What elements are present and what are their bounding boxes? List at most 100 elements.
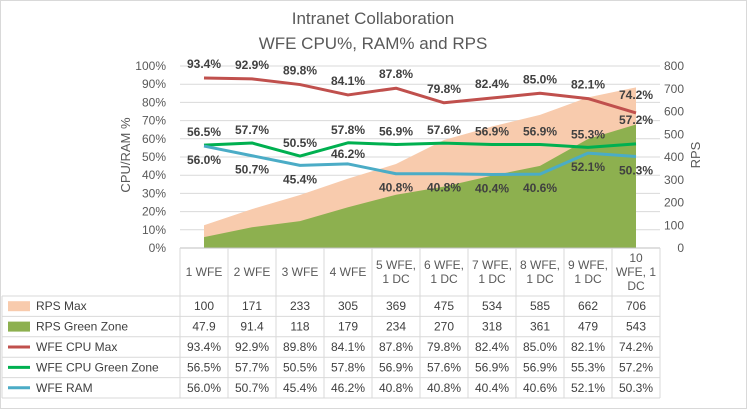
y-tick-left: 60% [142, 132, 166, 146]
data-label: 55.3% [571, 127, 605, 141]
table-cell: 40.4% [475, 381, 509, 395]
y-tick-left: 0% [149, 241, 167, 255]
table-cell: 118 [290, 320, 309, 334]
table-cell: 93.4% [187, 340, 221, 354]
table-cell: 91.4 [240, 320, 264, 334]
table-cell: 57.8% [331, 360, 365, 374]
data-label: 87.8% [379, 67, 413, 81]
data-label: 40.4% [475, 181, 509, 195]
data-label: 57.7% [235, 123, 269, 137]
table-cell: 82.4% [475, 340, 509, 354]
chart-title: Intranet Collaboration [292, 9, 455, 28]
data-label: 40.8% [379, 181, 413, 195]
data-label: 56.9% [475, 124, 509, 138]
data-label: 57.6% [427, 123, 461, 137]
data-label: 74.2% [619, 88, 653, 102]
y-tick-left: 30% [142, 186, 166, 200]
table-cell: 233 [290, 299, 310, 313]
category-label: DC [627, 279, 645, 293]
data-label: 56.0% [187, 153, 221, 167]
table-cell: 47.9 [192, 320, 216, 334]
data-labels: 93.4% 92.9% 89.8% 84.1% 87.8% 79.8% 82.4% 85.0%… [187, 57, 653, 195]
table-cell: 179 [338, 320, 358, 334]
y-axis-left-title: CPU/RAM % [118, 117, 133, 193]
table-cell: 87.8% [379, 340, 413, 354]
data-label: 56.5% [187, 125, 221, 139]
data-label: 82.1% [571, 78, 605, 92]
y-tick-left: 90% [142, 77, 166, 91]
line-series [203, 76, 637, 176]
data-label: 82.4% [475, 77, 509, 91]
category-label: 10 [629, 251, 643, 265]
table-cell: 305 [338, 299, 358, 313]
table-cell: 479 [578, 320, 598, 334]
category-label: 1 DC [526, 272, 554, 286]
table-cell: 56.0% [187, 381, 221, 395]
legend-label: WFE CPU Green Zone [36, 360, 159, 374]
data-label: 40.6% [523, 181, 557, 195]
y-tick-right: 600 [664, 105, 684, 119]
y-tick-right: 700 [664, 82, 684, 96]
y-tick-left: 70% [142, 114, 166, 128]
chart-subtitle: WFE CPU%, RAM% and RPS [259, 34, 488, 53]
category-label: 1 DC [382, 272, 410, 286]
y-tick-right: 500 [664, 127, 684, 141]
table-cell: 706 [626, 299, 646, 313]
y-tick-right: 100 [664, 218, 684, 232]
table-cell: 543 [626, 320, 646, 334]
table-cell: 171 [242, 299, 262, 313]
data-label: 45.4% [283, 172, 317, 186]
category-label: WFE, 1 [616, 265, 656, 279]
table-cell: 57.2% [619, 360, 653, 374]
table-cell: 82.1% [571, 340, 605, 354]
table-cell: 57.6% [427, 360, 461, 374]
table-cell: 50.3% [619, 381, 653, 395]
table-cell: 57.7% [235, 360, 269, 374]
table-cell: 270 [434, 320, 454, 334]
legend-label: WFE RAM [36, 381, 93, 395]
table-cell: 475 [434, 299, 454, 313]
table-cell: 84.1% [331, 340, 365, 354]
table-cell: 56.9% [523, 360, 557, 374]
data-label: 92.9% [235, 58, 269, 72]
legend-key-rps-green-zone [8, 321, 30, 332]
category-label: 8 WFE, [520, 258, 560, 272]
table-cell: 56.9% [379, 360, 413, 374]
data-label: 85.0% [523, 72, 557, 86]
y-tick-right: 0 [677, 241, 684, 255]
table-cell: 361 [530, 320, 550, 334]
table-cell: 55.3% [571, 360, 605, 374]
data-label: 93.4% [187, 57, 221, 71]
table-cell: 89.8% [283, 340, 317, 354]
area-rps-green-zone [204, 124, 636, 248]
table-cell: 50.5% [283, 360, 317, 374]
table-cell: 369 [386, 299, 406, 313]
category-label: 9 WFE, [568, 258, 608, 272]
category-label: 1 WFE [186, 265, 223, 279]
data-label: 46.2% [331, 147, 365, 161]
table-cell: 56.5% [187, 360, 221, 374]
data-label: 89.8% [283, 64, 317, 78]
category-label: 6 WFE, [424, 258, 464, 272]
table-cell: 85.0% [523, 340, 557, 354]
y-tick-right: 200 [664, 196, 684, 210]
data-label: 50.3% [619, 163, 653, 177]
y-axis-right-title: RPS [688, 141, 703, 168]
table-cell: 45.4% [283, 381, 317, 395]
data-label: 84.1% [331, 74, 365, 88]
table-cell: 662 [578, 299, 598, 313]
category-label: 1 DC [430, 272, 458, 286]
data-label: 50.7% [235, 163, 269, 177]
y-tick-right: 300 [664, 173, 684, 187]
table-cell: 56.9% [475, 360, 509, 374]
category-label: 4 WFE [330, 265, 367, 279]
table-cell: 74.2% [619, 340, 653, 354]
table-cell: 100 [194, 299, 214, 313]
table-cell: 46.2% [331, 381, 365, 395]
area-series [204, 87, 636, 248]
y-tick-right: 800 [664, 59, 684, 73]
data-label: 56.9% [523, 124, 557, 138]
data-label: 56.9% [379, 124, 413, 138]
category-label: 1 DC [478, 272, 506, 286]
